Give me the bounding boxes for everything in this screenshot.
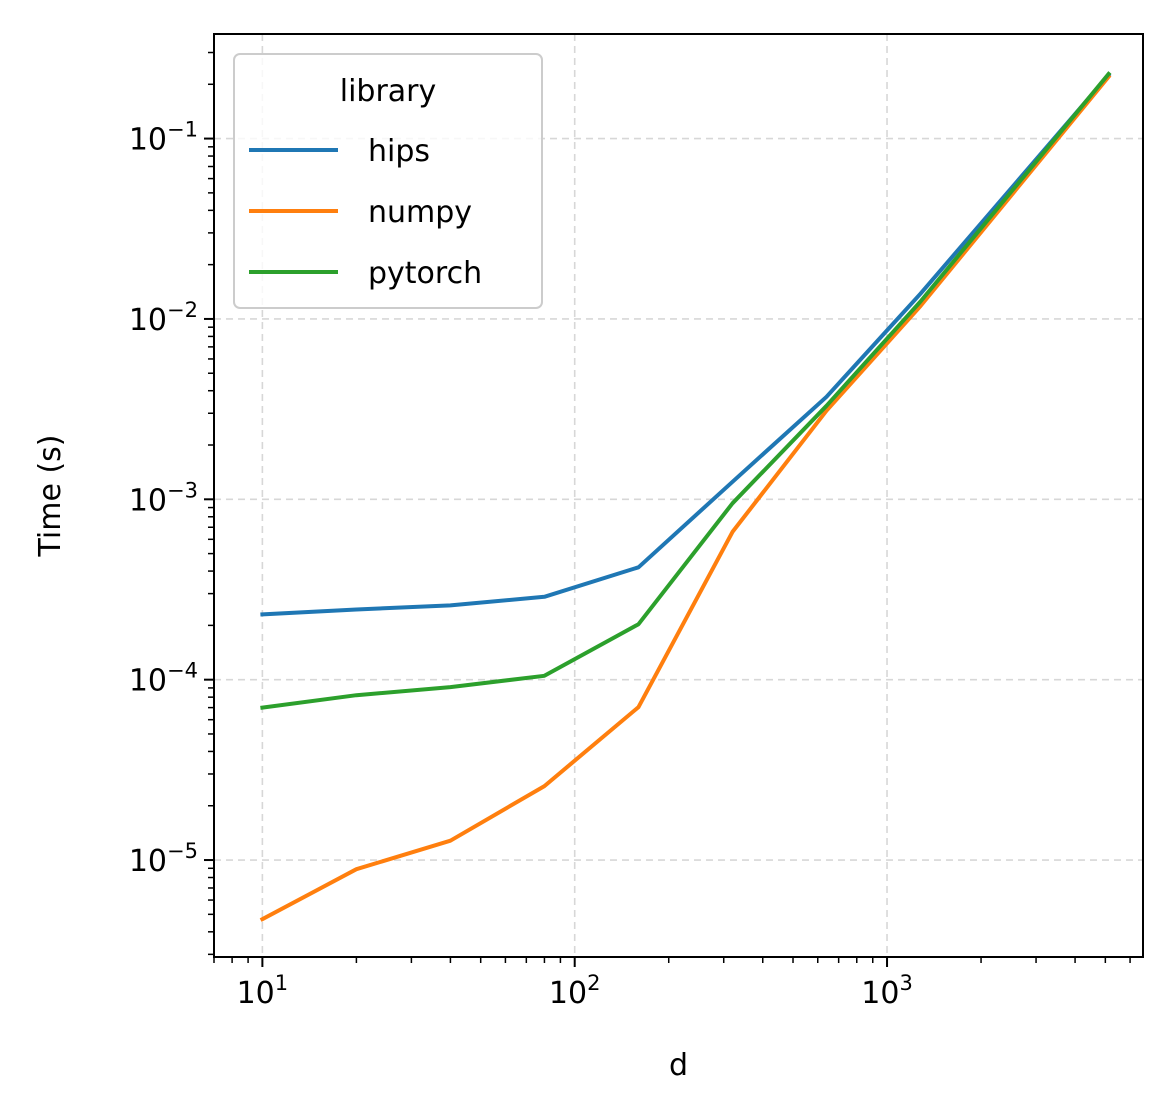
plot-frame bbox=[213, 33, 1144, 958]
x-tick-label: 102 bbox=[549, 971, 601, 1011]
legend: library hips numpy pytorch bbox=[233, 53, 543, 309]
legend-label-pytorch: pytorch bbox=[368, 256, 482, 291]
y-tick-label: 10−1 bbox=[129, 118, 198, 158]
legend-label-numpy: numpy bbox=[368, 195, 472, 230]
series-line-hips bbox=[260, 72, 1112, 617]
legend-box bbox=[233, 53, 543, 309]
grid bbox=[214, 34, 1143, 957]
series-line-pytorch bbox=[260, 71, 1112, 710]
series-line-numpy bbox=[259, 73, 1112, 922]
tick-labels: 101 102 103 10−5 10−4 10−3 10−2 10−1 bbox=[129, 118, 913, 1011]
y-tick-label: 10−2 bbox=[129, 298, 198, 338]
x-axis-label: d bbox=[669, 1048, 688, 1083]
y-tick-label: 10−3 bbox=[129, 478, 198, 518]
y-tick-label: 10−4 bbox=[129, 659, 198, 699]
legend-label-hips: hips bbox=[368, 134, 430, 169]
axis-ticks bbox=[204, 51, 1131, 967]
x-tick-label: 101 bbox=[237, 971, 289, 1011]
x-tick-label: 103 bbox=[861, 971, 913, 1011]
series-lines bbox=[259, 71, 1112, 922]
y-tick-label: 10−5 bbox=[129, 839, 198, 879]
y-axis-label: Time (s) bbox=[33, 435, 68, 558]
legend-items: hips numpy pytorch bbox=[249, 134, 482, 291]
legend-title: library bbox=[340, 74, 437, 109]
